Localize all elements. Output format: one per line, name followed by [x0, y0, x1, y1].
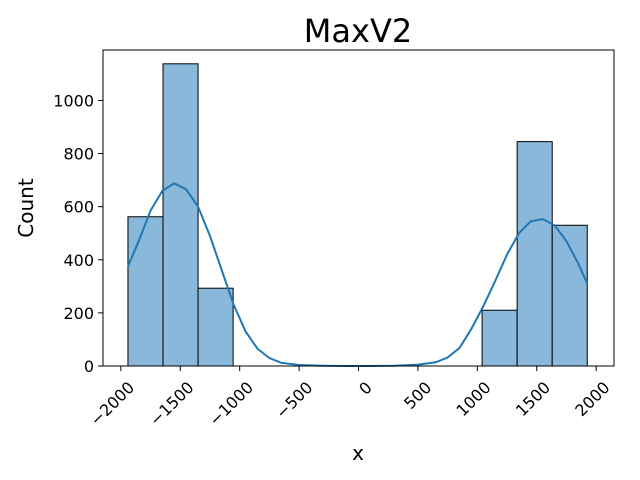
x-axis-title: x [352, 441, 364, 465]
x-tick-label: 0 [355, 378, 376, 399]
x-tick-label: −500 [272, 378, 317, 423]
x-axis: −2000 −1500 −1000 −500 0 500 1000 1500 2000 [86, 366, 613, 430]
x-tick-label: 1500 [512, 378, 554, 420]
x-tick-label: 1000 [452, 378, 494, 420]
x-tick-label: 500 [400, 378, 435, 413]
x-tick-label: −1500 [146, 378, 198, 430]
y-tick-label: 1000 [53, 91, 94, 110]
x-tick-label: 2000 [571, 378, 613, 420]
histogram-bar [197, 287, 234, 367]
x-tick-label: −1000 [205, 378, 257, 430]
x-tick-label: −2000 [86, 378, 138, 430]
y-tick-label: 200 [63, 304, 94, 323]
y-tick-label: 400 [63, 251, 94, 270]
bars-group [127, 63, 588, 367]
y-axis: 0 200 400 600 800 1000 [53, 91, 103, 376]
y-tick-label: 0 [84, 357, 94, 376]
histogram-bar [127, 216, 164, 367]
histogram-bar [481, 309, 518, 367]
histogram-bar [516, 141, 553, 367]
y-tick-label: 600 [63, 198, 94, 217]
histogram-bar [162, 63, 199, 367]
chart-title: MaxV2 [304, 12, 412, 50]
y-axis-title: Count [14, 178, 38, 238]
y-tick-label: 800 [63, 145, 94, 164]
